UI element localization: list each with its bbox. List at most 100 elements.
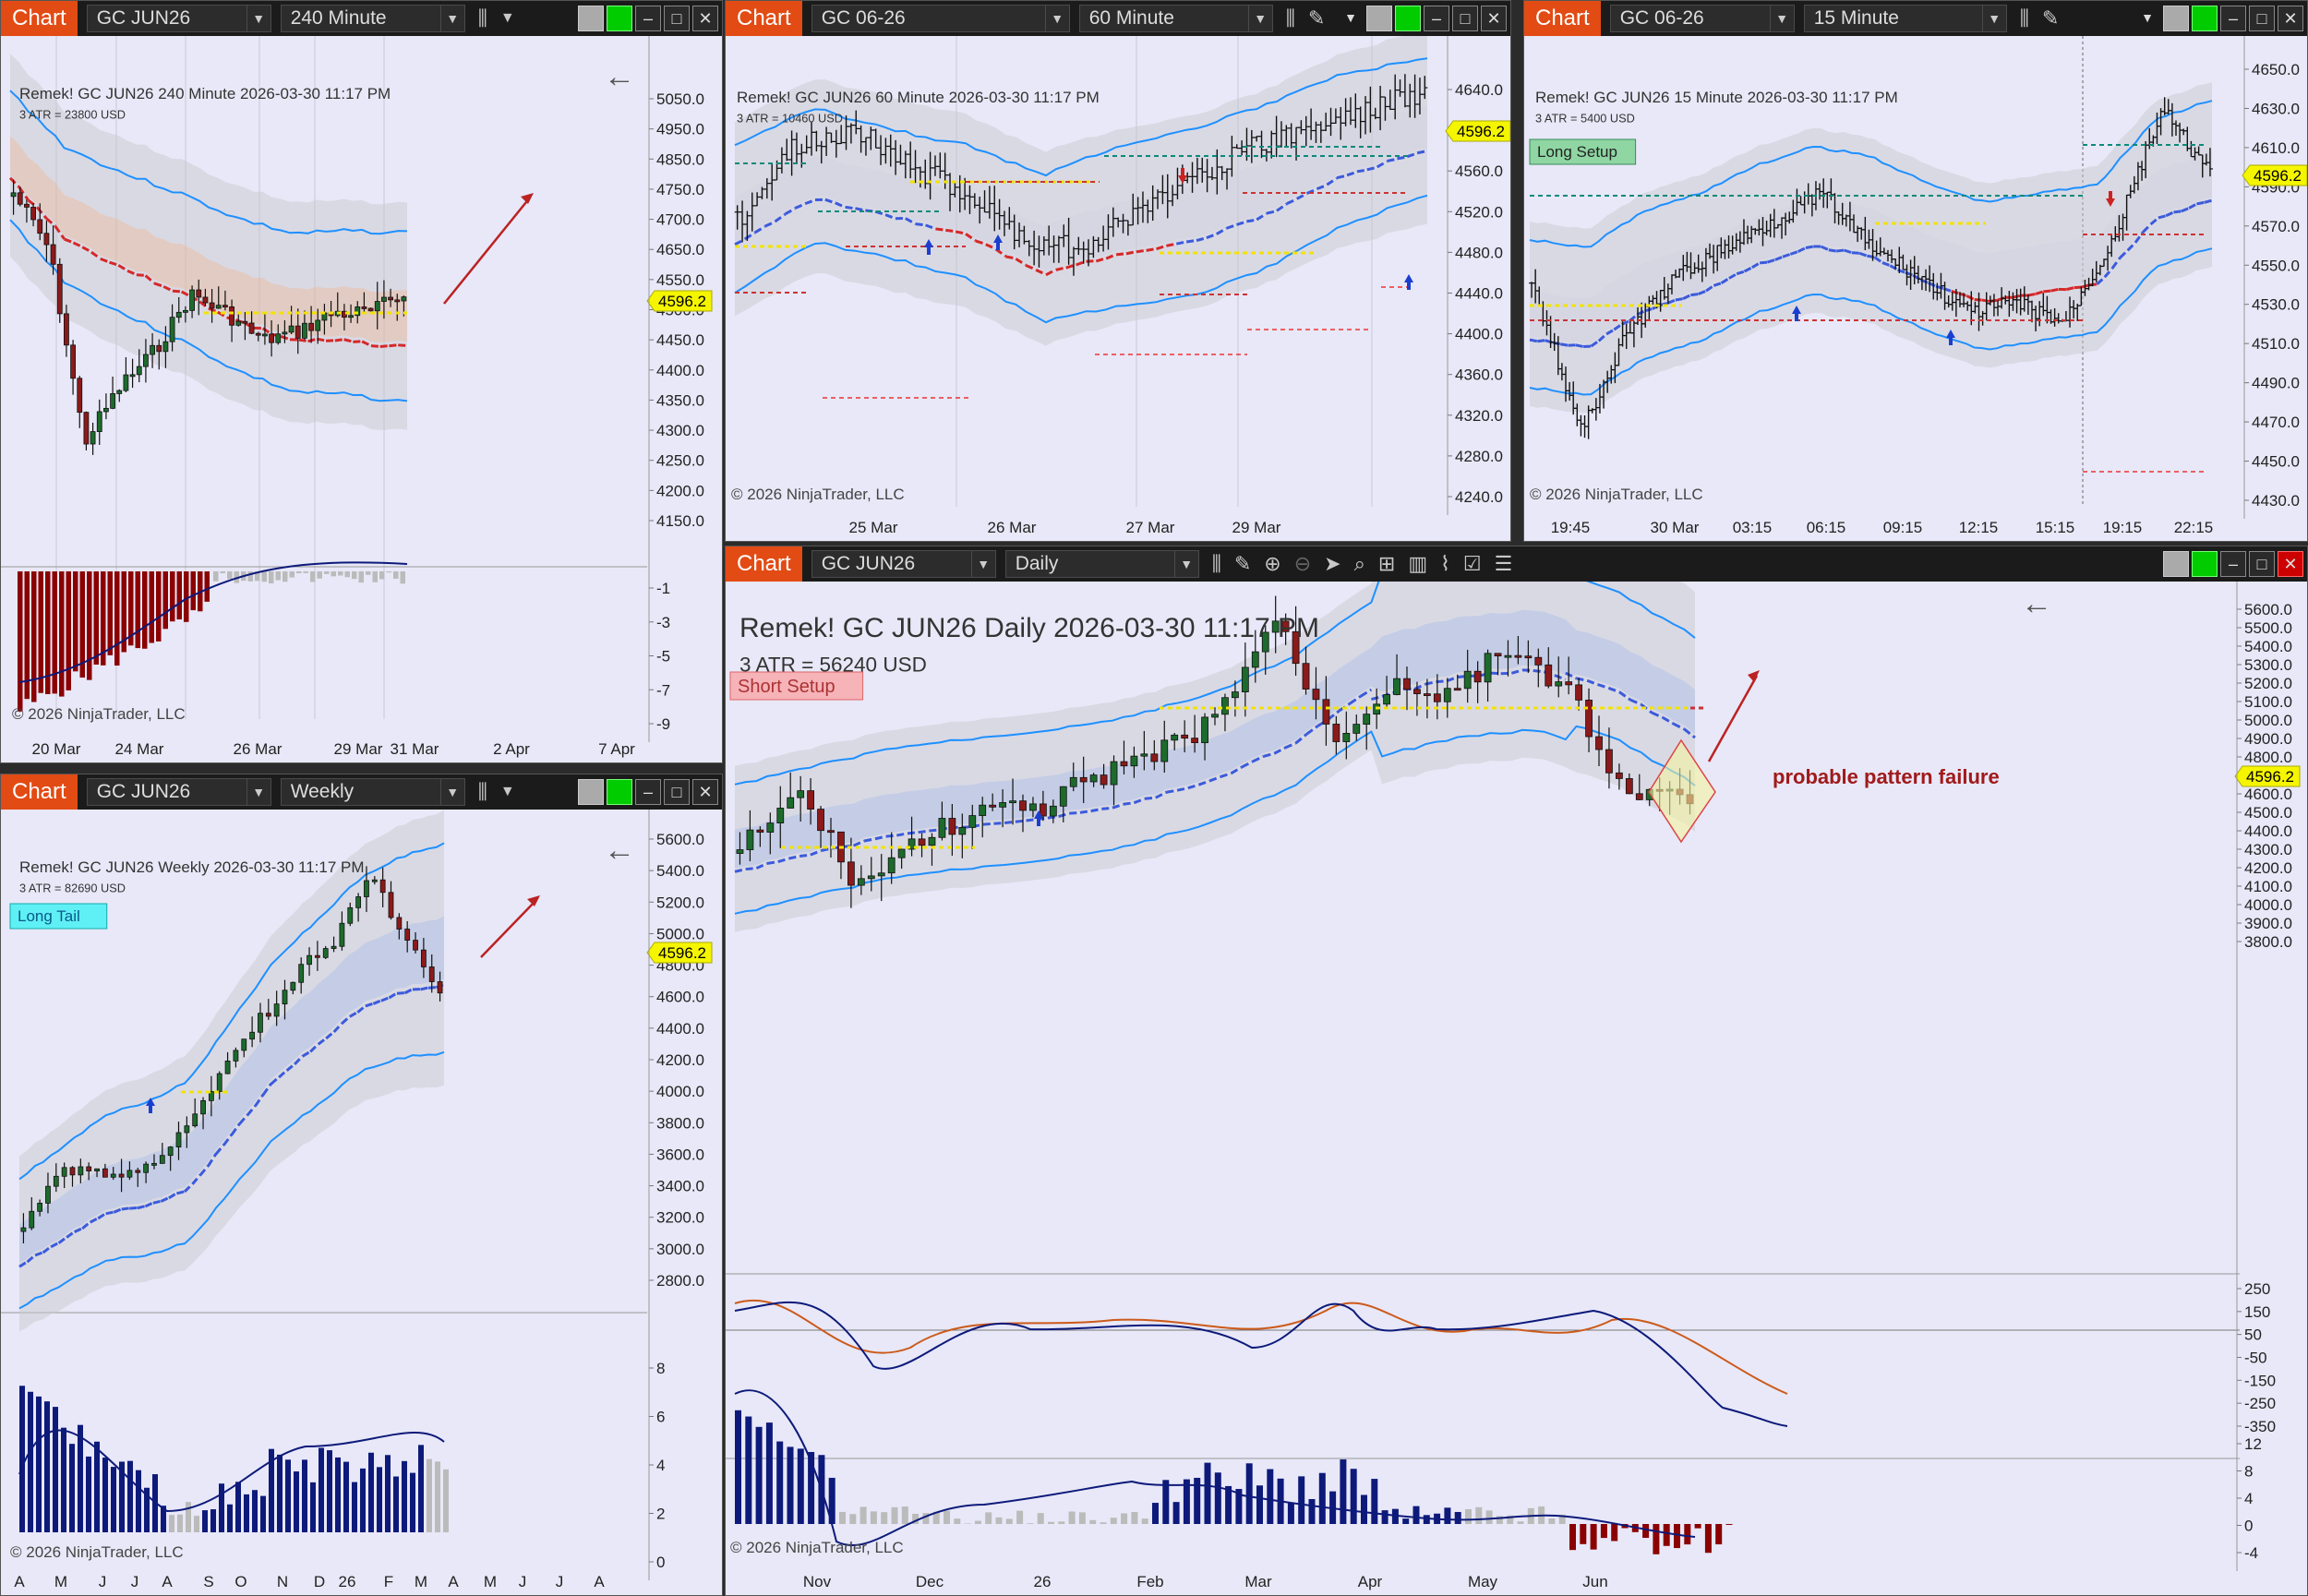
chevron-down-icon[interactable]: ▼ <box>1173 551 1198 577</box>
drawing-tool-icon[interactable]: ✎ <box>1307 6 1326 30</box>
chevron-down-icon[interactable]: ▼ <box>1981 6 2006 31</box>
maximize-button[interactable]: □ <box>2249 551 2275 577</box>
chevron-down-icon[interactable]: ▼ <box>1769 6 1794 31</box>
link-color-icon[interactable] <box>578 6 604 31</box>
last-price-tag: 4596.2 <box>658 293 706 310</box>
upper-band <box>1529 100 2213 248</box>
trend-midline <box>799 853 811 858</box>
close-button[interactable]: ✕ <box>692 779 718 805</box>
histogram-bar <box>176 571 182 620</box>
instrument-selector[interactable]: GC JUN26 ▼ <box>811 550 996 578</box>
y-axis-label: 4400.0 <box>656 1020 704 1038</box>
interval-selector[interactable]: 15 Minute ▼ <box>1803 5 2007 32</box>
drawing-tool-icon[interactable]: ✎ <box>2041 6 2060 30</box>
properties-icon[interactable]: ☑ <box>1462 552 1482 575</box>
bar-type-icon[interactable]: ⫼ <box>1211 552 1221 575</box>
interval-selector[interactable]: 60 Minute ▼ <box>1078 5 1273 32</box>
chart-menu-button[interactable]: Chart <box>726 546 802 582</box>
interval-selector[interactable]: Weekly ▼ <box>280 778 465 806</box>
minimize-button[interactable]: – <box>1424 6 1449 31</box>
histogram-bar <box>289 571 295 578</box>
candle-body <box>827 830 835 834</box>
list-icon[interactable]: ☰ <box>1494 552 1513 575</box>
close-button[interactable]: ✕ <box>2278 6 2303 31</box>
chevron-down-icon[interactable]: ▼ <box>970 551 995 577</box>
chart-canvas[interactable]: Remek! GC JUN26 60 Minute 2026-03-30 11:… <box>726 30 1511 542</box>
trend-midline <box>398 343 408 348</box>
chart-canvas[interactable]: probable pattern failure ← Remek! GC JUN26… <box>726 546 2308 1596</box>
chart-canvas[interactable]: ← Remek! GC JUN26 Weekly 2026-03-30 11:17… <box>1 810 723 1596</box>
trend-midline <box>50 1242 60 1249</box>
maximize-button[interactable]: □ <box>664 779 690 805</box>
instrument-selector[interactable]: GC 06-26 ▼ <box>1609 5 1795 32</box>
maximize-button[interactable]: □ <box>664 6 690 31</box>
y-axis-label: 4550.0 <box>656 271 704 289</box>
bar-type-icon[interactable]: ⫼ <box>2019 6 2029 30</box>
indicators-icon[interactable]: ▥ <box>1408 552 1428 575</box>
minimize-button[interactable]: – <box>635 6 661 31</box>
chevron-down-icon[interactable]: ▼ <box>499 784 515 799</box>
close-button[interactable]: ✕ <box>692 6 718 31</box>
instrument-selector[interactable]: GC JUN26 ▼ <box>86 778 271 806</box>
trend-midline <box>1605 328 1616 336</box>
chart-menu-button[interactable]: Chart <box>1 774 78 810</box>
histogram-bar <box>61 1427 66 1532</box>
histogram-bar <box>1235 1489 1243 1524</box>
chevron-down-icon[interactable]: ▼ <box>246 6 270 31</box>
y-axis-label: 5050.0 <box>656 90 704 108</box>
interval-selector[interactable]: 240 Minute ▼ <box>280 5 465 32</box>
chart-canvas[interactable]: Remek! GC JUN26 15 Minute 2026-03-30 11:… <box>1524 36 2308 542</box>
y-axis-label: 4240.0 <box>1455 488 1503 506</box>
chevron-down-icon[interactable]: ▼ <box>1044 6 1069 31</box>
chevron-down-icon[interactable]: ▼ <box>1344 10 1357 25</box>
chart-canvas[interactable]: ← Remek! GC JUN26 240 Minute 2026-03-30 1… <box>1 36 723 763</box>
histogram-bar <box>1600 1524 1607 1539</box>
trend-midline <box>1155 790 1168 799</box>
histogram-bar <box>275 571 281 581</box>
bar-type-icon[interactable]: ⫼ <box>477 6 487 30</box>
link-color-icon[interactable] <box>1366 6 1392 31</box>
chevron-down-icon[interactable]: ▼ <box>2141 10 2154 25</box>
zoom-out-icon[interactable]: ⊖ <box>1293 552 1312 575</box>
interval-selector[interactable]: Daily ▼ <box>1004 550 1199 578</box>
trend-midline <box>1246 218 1257 223</box>
chevron-down-icon[interactable]: ▼ <box>499 10 515 26</box>
drawing-tool-icon[interactable]: ✎ <box>1233 552 1252 575</box>
chevron-down-icon[interactable]: ▼ <box>1247 6 1272 31</box>
chevron-down-icon[interactable]: ▼ <box>246 779 270 805</box>
instrument-selector[interactable]: GC 06-26 ▼ <box>811 5 1070 32</box>
bar-type-icon[interactable]: ⫼ <box>477 780 487 803</box>
bar-type-icon[interactable]: ⫼ <box>1285 6 1295 30</box>
y-axis-label: 4300.0 <box>656 422 704 439</box>
minimize-button[interactable]: – <box>2220 6 2246 31</box>
close-button[interactable]: ✕ <box>2278 551 2303 577</box>
candle-body <box>50 244 56 265</box>
templates-icon[interactable]: ⊞ <box>1377 552 1396 575</box>
projection-arrow-head <box>527 895 540 906</box>
status-green-icon[interactable] <box>607 779 632 805</box>
link-color-icon[interactable] <box>578 779 604 805</box>
chevron-down-icon[interactable]: ▼ <box>439 779 464 805</box>
close-button[interactable]: ✕ <box>1481 6 1507 31</box>
strategies-icon[interactable]: ⌇ <box>1440 552 1450 575</box>
pointer-icon[interactable]: ➤ <box>1324 552 1341 575</box>
zoom-in-icon[interactable]: ⊕ <box>1264 552 1281 575</box>
minimize-button[interactable]: – <box>635 779 661 805</box>
minimize-button[interactable]: – <box>2220 551 2246 577</box>
chart-menu-button[interactable]: Chart <box>1524 1 1601 36</box>
x-axis-label: A <box>448 1573 459 1590</box>
chevron-down-icon[interactable]: ▼ <box>439 6 464 31</box>
instrument-selector[interactable]: GC JUN26 ▼ <box>86 5 271 32</box>
status-green-icon[interactable] <box>1395 6 1421 31</box>
status-green-icon[interactable] <box>2192 6 2218 31</box>
chart-menu-button[interactable]: Chart <box>726 1 802 36</box>
link-color-icon[interactable] <box>2163 551 2189 577</box>
status-green-icon[interactable] <box>607 6 632 31</box>
chart-menu-button[interactable]: Chart <box>1 1 78 36</box>
status-green-icon[interactable] <box>2192 551 2218 577</box>
link-color-icon[interactable] <box>2163 6 2189 31</box>
trend-midline <box>1436 679 1448 684</box>
data-box-icon[interactable]: ⌕ <box>1353 552 1365 575</box>
maximize-button[interactable]: □ <box>1452 6 1478 31</box>
maximize-button[interactable]: □ <box>2249 6 2275 31</box>
